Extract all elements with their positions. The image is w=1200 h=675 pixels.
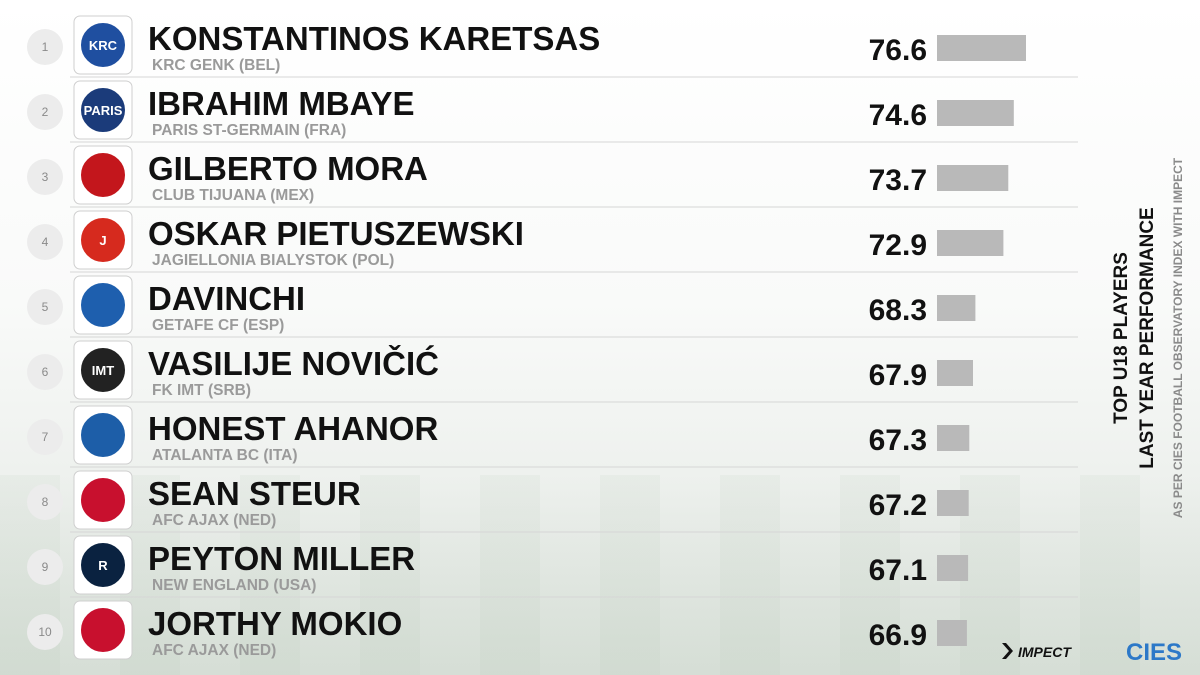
value-bar [937, 490, 969, 516]
value-label: 72.9 [869, 229, 927, 262]
rank-number: 5 [42, 300, 49, 314]
player-name: OSKAR PIETUSZEWSKI [148, 215, 524, 252]
chart-title: TOP U18 PLAYERS [1111, 252, 1132, 424]
ajax-crest-icon [80, 607, 126, 653]
player-club: KRC GENK (BEL) [152, 57, 280, 74]
player-name: JORTHY MOKIO [148, 605, 402, 642]
value-bar [937, 35, 1026, 61]
value-label: 67.3 [869, 424, 927, 457]
value-bar [937, 100, 1014, 126]
chart-subtitle: LAST YEAR PERFORMANCE [1137, 207, 1158, 468]
player-club: AFC AJAX (NED) [152, 512, 276, 529]
value-bar [937, 165, 1008, 191]
player-club: NEW ENGLAND (USA) [152, 577, 316, 594]
value-label: 68.3 [869, 294, 927, 327]
cies-logo: CIES [1126, 639, 1182, 666]
rank-number: 3 [42, 170, 49, 184]
player-club: JAGIELLONIA BIALYSTOK (POL) [152, 252, 394, 269]
value-bar [937, 425, 969, 451]
rank-number: 6 [42, 365, 49, 379]
ajax-crest-icon [80, 477, 126, 523]
club-logo-text: R [98, 558, 108, 573]
player-club: CLUB TIJUANA (MEX) [152, 187, 314, 204]
value-label: 66.9 [869, 619, 927, 652]
rank-number: 8 [42, 495, 49, 509]
club-logo-text: PARIS [84, 103, 123, 118]
value-label: 67.9 [869, 359, 927, 392]
rank-number: 9 [42, 560, 49, 574]
value-label: 76.6 [869, 34, 927, 67]
atalanta-crest-icon [80, 412, 126, 458]
player-name: PEYTON MILLER [148, 540, 415, 577]
player-club: AFC AJAX (NED) [152, 642, 276, 659]
value-bar [937, 555, 968, 581]
rank-number: 4 [42, 235, 49, 249]
player-name: VASILIJE NOVIČIĆ [148, 344, 439, 382]
player-name: IBRAHIM MBAYE [148, 85, 414, 122]
player-name: KONSTANTINOS KARETSAS [148, 20, 600, 57]
player-club: FK IMT (SRB) [152, 382, 251, 399]
impect-label: IMPECT [1018, 644, 1072, 660]
club-logo-text: KRC [89, 38, 118, 53]
player-club: ATALANTA BC (ITA) [152, 447, 298, 464]
impect-logo: IMPECT [1002, 643, 1072, 660]
value-bar [937, 230, 1003, 256]
value-label: 74.6 [869, 99, 927, 132]
player-club: GETAFE CF (ESP) [152, 317, 284, 334]
player-name: GILBERTO MORA [148, 150, 428, 187]
player-club: PARIS ST-GERMAIN (FRA) [152, 122, 346, 139]
value-label: 67.1 [869, 554, 927, 587]
rank-number: 10 [38, 625, 52, 639]
club-logo-text: J [99, 233, 106, 248]
club-logo-text: IMT [92, 363, 114, 378]
player-name: SEAN STEUR [148, 475, 361, 512]
club-tijuana-crest-icon [80, 152, 126, 198]
value-bar [937, 295, 975, 321]
value-bar [937, 360, 973, 386]
getafe-crest-icon [80, 282, 126, 328]
rank-number: 1 [42, 40, 49, 54]
rank-number: 2 [42, 105, 49, 119]
impect-chevron-icon [1002, 643, 1013, 659]
chart-note: AS PER CIES FOOTBALL OBSERVATORY INDEX W… [1171, 157, 1185, 518]
value-bar [937, 620, 967, 646]
rank-number: 7 [42, 430, 49, 444]
player-name: HONEST AHANOR [148, 410, 438, 447]
chart-title-block: TOP U18 PLAYERS LAST YEAR PERFORMANCE AS… [1111, 157, 1185, 518]
value-label: 67.2 [869, 489, 927, 522]
player-name: DAVINCHI [148, 280, 305, 317]
value-label: 73.7 [869, 164, 927, 197]
